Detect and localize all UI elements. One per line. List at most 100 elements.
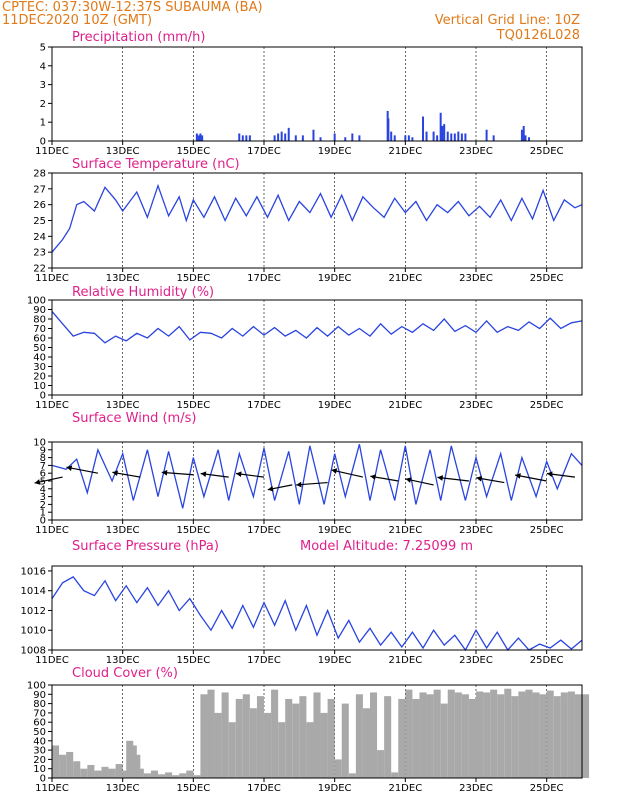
x-tick-label: 25DEC bbox=[530, 525, 564, 536]
cloud-bar bbox=[136, 768, 144, 778]
x-tick-label: 19DEC bbox=[318, 525, 352, 536]
wind-arrow bbox=[437, 476, 470, 482]
y-tick-label: 100 bbox=[27, 681, 46, 692]
y-tick-label: 5 bbox=[40, 477, 46, 488]
panel-3: Relative Humidity (%) 0102030405060708090… bbox=[27, 285, 583, 411]
cloud-bar bbox=[235, 698, 243, 778]
cloud-bar bbox=[214, 712, 222, 778]
cloud-bar bbox=[115, 764, 123, 778]
bar bbox=[464, 133, 467, 141]
cloud-bar bbox=[546, 690, 554, 778]
wind-arrow-head bbox=[34, 479, 41, 485]
bar bbox=[390, 131, 393, 141]
x-tick-label: 23DEC bbox=[459, 146, 493, 157]
bar bbox=[199, 133, 202, 141]
y-tick-label: 2 bbox=[40, 99, 46, 110]
wind-arrow-head bbox=[200, 471, 207, 478]
cloud-bar bbox=[525, 689, 533, 778]
panel-title: Cloud Cover (%) bbox=[72, 666, 178, 681]
y-tick-label: 5 bbox=[40, 43, 46, 54]
bar bbox=[422, 116, 424, 141]
cloud-bar bbox=[426, 694, 434, 778]
bar bbox=[344, 137, 347, 141]
y-tick-label: 4 bbox=[40, 61, 46, 72]
y-tick-label: 20 bbox=[33, 755, 46, 766]
cloud-bar bbox=[94, 770, 102, 778]
x-tick-label: 17DEC bbox=[247, 146, 281, 157]
cloud-bar bbox=[532, 692, 540, 778]
wind-arrow bbox=[515, 474, 547, 482]
cloud-bar bbox=[278, 722, 286, 778]
cloud-bar bbox=[299, 696, 307, 778]
cloud-bar bbox=[461, 694, 469, 778]
y-tick-label: 100 bbox=[27, 296, 46, 307]
panel-frame bbox=[51, 46, 583, 142]
wind-arrow-head bbox=[267, 485, 274, 492]
panel-title: Surface Wind (m/s) bbox=[72, 411, 196, 426]
cloud-bar bbox=[150, 770, 158, 778]
bar bbox=[312, 129, 315, 141]
panel-title: Relative Humidity (%) bbox=[72, 285, 214, 300]
bar bbox=[333, 133, 336, 141]
bar bbox=[441, 125, 444, 141]
panel-annotation: Model Altitude: 7.25099 m bbox=[300, 539, 473, 554]
cloud-bar bbox=[186, 770, 194, 778]
cloud-bar bbox=[384, 696, 392, 778]
cloud-bar bbox=[377, 750, 385, 778]
cloud-bar bbox=[447, 689, 455, 778]
header-location: CPTEC: 037:30W-12:37S SUBAUMA (BA) bbox=[2, 0, 263, 15]
cloud-bar bbox=[539, 694, 547, 778]
header-date: 11DEC2020 10Z (GMT) bbox=[2, 13, 152, 28]
panel-frame bbox=[51, 299, 583, 396]
x-tick-label: 19DEC bbox=[318, 400, 352, 411]
cloud-bar bbox=[285, 698, 293, 778]
cloud-bar bbox=[370, 692, 378, 778]
cloud-bar bbox=[412, 698, 420, 778]
x-tick-label: 25DEC bbox=[530, 655, 564, 666]
x-tick-label: 15DEC bbox=[176, 783, 210, 794]
x-tick-label: 11DEC bbox=[35, 273, 69, 284]
bar bbox=[241, 135, 244, 141]
cloud-bar bbox=[348, 773, 356, 778]
wind-arrow-head bbox=[161, 469, 168, 476]
bar bbox=[301, 135, 304, 141]
y-tick-label: 1 bbox=[40, 118, 46, 129]
y-tick-label: 1010 bbox=[21, 626, 46, 637]
cloud-bar bbox=[80, 768, 88, 778]
x-tick-label: 17DEC bbox=[247, 783, 281, 794]
bar bbox=[277, 133, 280, 141]
y-tick-label: 7 bbox=[40, 461, 46, 472]
x-tick-label: 13DEC bbox=[106, 783, 140, 794]
x-tick-label: 23DEC bbox=[459, 783, 493, 794]
cloud-bar bbox=[313, 692, 321, 778]
y-tick-label: 6 bbox=[40, 469, 46, 480]
cloud-bar bbox=[582, 694, 590, 778]
cloud-bar bbox=[454, 692, 462, 778]
bar bbox=[294, 135, 297, 141]
cloud-bar bbox=[165, 772, 173, 778]
cloud-bar bbox=[59, 754, 67, 778]
cloud-bar bbox=[511, 696, 519, 778]
wind-arrow-head bbox=[296, 481, 302, 488]
y-tick-label: 40 bbox=[33, 353, 46, 364]
bar bbox=[485, 129, 488, 141]
bar bbox=[520, 129, 523, 141]
y-tick-label: 24 bbox=[33, 232, 46, 243]
cloud-bar bbox=[504, 688, 512, 778]
wind-arrow-head bbox=[236, 471, 242, 478]
cloud-bar bbox=[553, 696, 561, 778]
x-tick-label: 23DEC bbox=[459, 655, 493, 666]
y-tick-label: 2 bbox=[40, 500, 46, 511]
cloud-bar bbox=[306, 722, 314, 778]
x-tick-label: 15DEC bbox=[176, 273, 210, 284]
cloud-bar bbox=[567, 691, 575, 778]
bar bbox=[273, 135, 276, 141]
y-tick-label: 27 bbox=[33, 184, 46, 195]
y-tick-label: 3 bbox=[40, 80, 46, 91]
bar bbox=[453, 133, 456, 141]
y-tick-label: 50 bbox=[33, 727, 46, 738]
x-tick-label: 25DEC bbox=[530, 783, 564, 794]
bar bbox=[411, 137, 414, 141]
y-tick-label: 30 bbox=[33, 362, 46, 373]
x-tick-label: 21DEC bbox=[388, 783, 422, 794]
